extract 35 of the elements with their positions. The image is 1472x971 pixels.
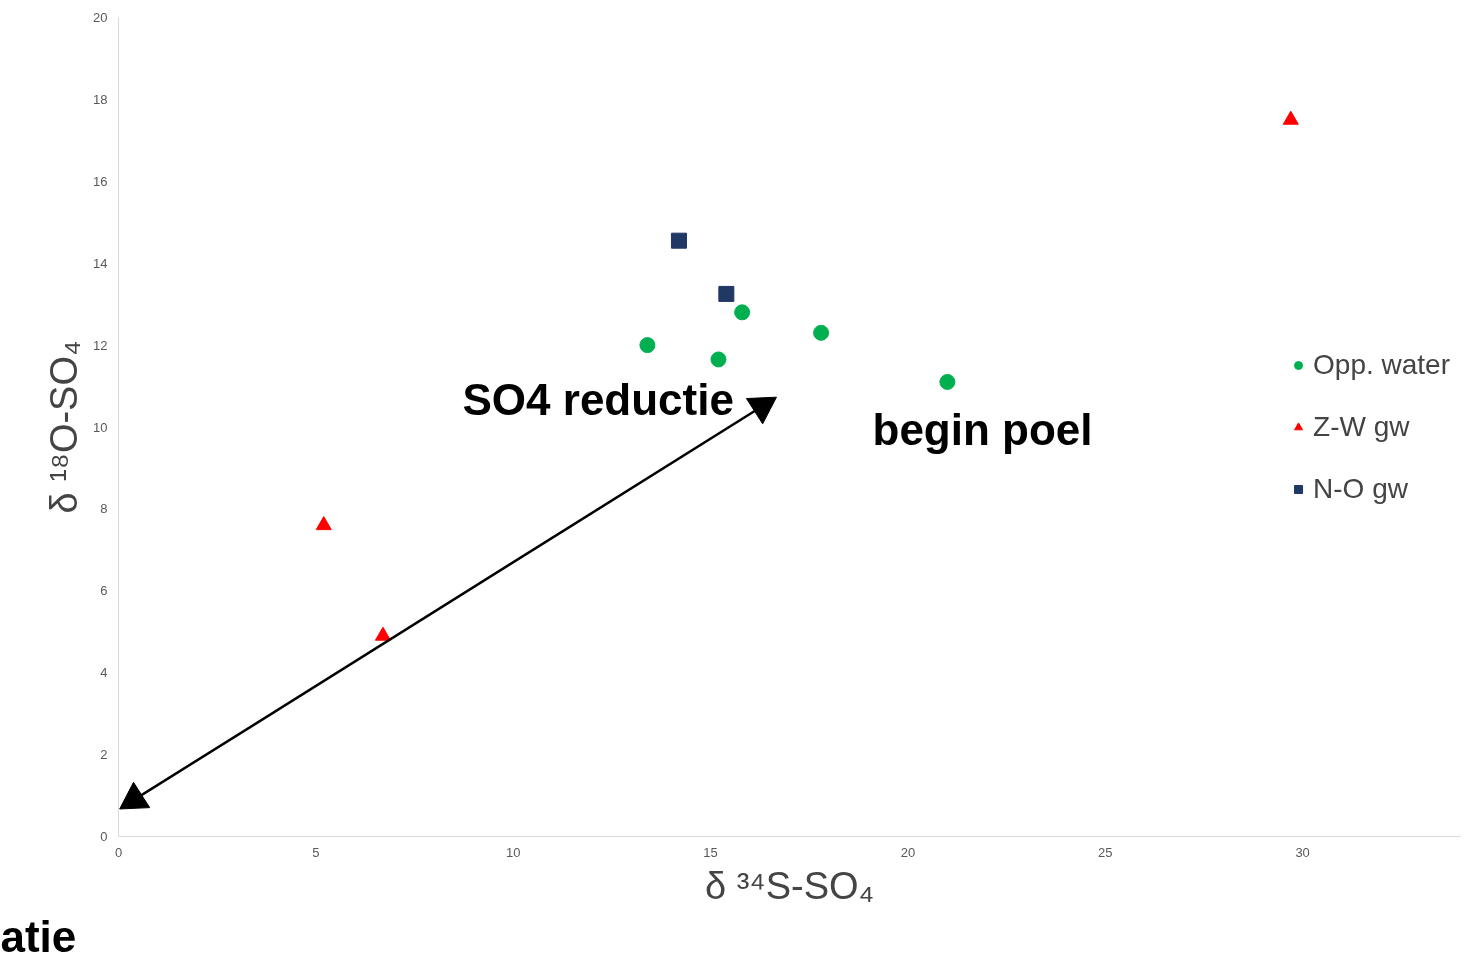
point bbox=[670, 232, 687, 249]
y-tick-label: 2 bbox=[100, 747, 108, 763]
x-tick-label: 30 bbox=[1295, 844, 1310, 860]
y-tick-label: 14 bbox=[93, 255, 108, 271]
y-tick-label: 0 bbox=[100, 829, 108, 844]
x-tick-label: 25 bbox=[1098, 844, 1113, 860]
annotation: SO4 reductie bbox=[462, 375, 734, 424]
point bbox=[710, 351, 727, 368]
y-tick-label: 8 bbox=[100, 501, 108, 517]
point bbox=[813, 324, 830, 341]
point bbox=[939, 373, 956, 390]
y-tick-label: 6 bbox=[100, 583, 108, 599]
x-tick-label: 15 bbox=[703, 844, 718, 860]
annotation: begin poel bbox=[872, 405, 1093, 454]
y-tick-label: 16 bbox=[93, 173, 108, 189]
y-axis-title: δ ¹⁸O-SO₄ bbox=[43, 340, 86, 514]
x-axis-title: δ ³⁴S-SO₄ bbox=[704, 864, 875, 907]
y-tick-label: 20 bbox=[93, 10, 108, 25]
legend-label: Z-W gw bbox=[1313, 410, 1410, 443]
x-tick-label: 0 bbox=[114, 844, 123, 860]
y-tick-label: 4 bbox=[100, 665, 108, 681]
point bbox=[639, 337, 656, 354]
y-tick-label: 12 bbox=[93, 337, 108, 353]
x-tick-label: 20 bbox=[900, 844, 916, 860]
point bbox=[734, 304, 751, 321]
legend-label: N-O gw bbox=[1313, 472, 1408, 505]
y-tick-label: 18 bbox=[93, 91, 108, 107]
y-tick-label: 10 bbox=[93, 419, 108, 435]
legend-label: Opp. water bbox=[1313, 348, 1450, 381]
point bbox=[315, 516, 332, 531]
x-tick-label: 5 bbox=[312, 844, 320, 860]
text: atie bbox=[0, 911, 77, 961]
x-tick-label: 10 bbox=[505, 844, 521, 860]
point bbox=[718, 285, 735, 302]
point bbox=[374, 626, 391, 641]
